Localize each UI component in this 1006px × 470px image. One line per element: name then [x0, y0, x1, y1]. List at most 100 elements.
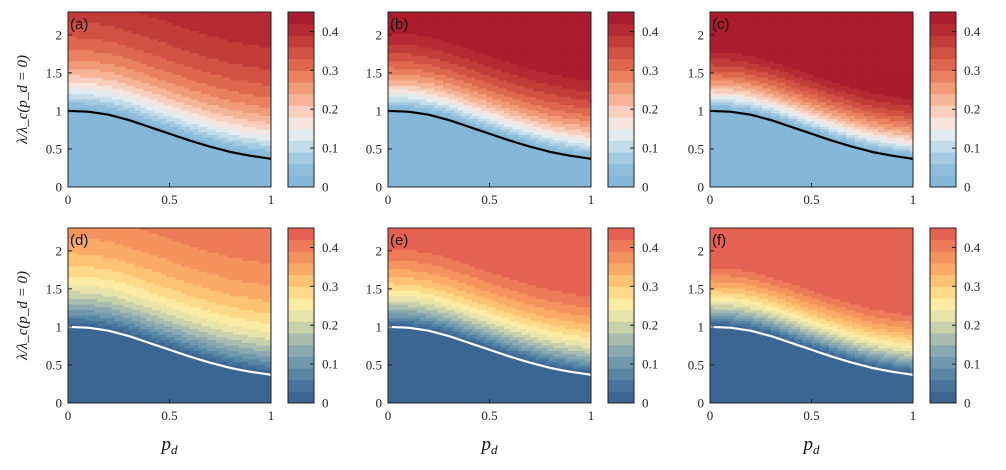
heatmap-cell	[218, 110, 223, 114]
heatmap-cell	[399, 176, 404, 180]
heatmap-cell	[140, 132, 144, 136]
heatmap-cell	[181, 25, 185, 29]
heatmap-cell	[128, 140, 133, 144]
heatmap-cell	[227, 22, 231, 27]
heatmap-cell	[88, 91, 92, 95]
heatmap-cell	[250, 140, 255, 144]
heatmap-cell	[230, 39, 234, 43]
heatmap-cell	[79, 53, 84, 57]
heatmap-cell	[388, 91, 392, 95]
heatmap-cell	[224, 178, 229, 183]
heatmap-cell	[73, 156, 78, 161]
heatmap-cell	[126, 181, 130, 185]
heatmap-cell	[131, 102, 136, 106]
heatmap-cell	[405, 176, 409, 180]
heatmap-cell	[85, 39, 89, 43]
heatmap-cell	[396, 66, 401, 71]
heatmap-cell	[259, 165, 263, 169]
heatmap-cell	[102, 104, 107, 109]
heatmap-cell	[242, 66, 246, 71]
heatmap-cell	[396, 145, 401, 150]
heatmap-cell	[390, 17, 395, 21]
heatmap-cell	[169, 83, 173, 87]
heatmap-cell	[79, 22, 84, 27]
heatmap-cell	[134, 115, 139, 120]
heatmap-cell	[126, 36, 130, 40]
heatmap-cell	[242, 104, 246, 109]
heatmap-cell	[73, 80, 78, 84]
heatmap-cell	[405, 74, 409, 79]
heatmap-cell	[224, 184, 229, 187]
heatmap-cell	[256, 91, 260, 95]
heatmap-cell	[76, 140, 81, 144]
heatmap-cell	[242, 181, 246, 185]
heatmap-cell	[224, 83, 229, 87]
heatmap-cell	[166, 42, 171, 46]
heatmap-cell	[256, 159, 260, 163]
heatmap-cell	[390, 159, 395, 163]
heatmap-cell	[201, 121, 205, 125]
heatmap-cell	[99, 58, 104, 62]
heatmap-cell	[405, 181, 409, 185]
heatmap-cell	[399, 42, 404, 46]
heatmap-cell	[82, 178, 86, 183]
heatmap-cell	[189, 102, 194, 106]
heatmap-cell	[186, 178, 191, 183]
heatmap-cell	[131, 170, 136, 174]
heatmap-cell	[128, 80, 133, 84]
heatmap-cell	[94, 20, 98, 24]
heatmap-cell	[155, 137, 159, 142]
heatmap-cell	[218, 91, 223, 95]
heatmap-cell	[230, 181, 234, 185]
heatmap-cell	[184, 88, 188, 92]
heatmap-cell	[178, 39, 182, 43]
heatmap-cell	[111, 178, 115, 183]
heatmap-cell	[114, 178, 118, 183]
heatmap-cell	[123, 85, 127, 90]
heatmap-cell	[85, 20, 89, 24]
heatmap-cell	[233, 42, 237, 46]
heatmap-cell	[120, 159, 124, 163]
heatmap-cell	[224, 88, 229, 92]
heatmap-cell	[143, 85, 147, 90]
heatmap-cell	[221, 91, 226, 95]
heatmap-cell	[204, 22, 208, 27]
heatmap-cell	[73, 118, 78, 122]
heatmap-cell	[85, 99, 89, 103]
heatmap-cell	[184, 66, 188, 71]
heatmap-cell	[97, 31, 101, 35]
heatmap-cell	[253, 162, 258, 166]
heatmap-cell	[91, 66, 95, 71]
y-tick-label: 1.5	[46, 65, 62, 80]
heatmap-cell	[169, 31, 173, 35]
heatmap-cell	[247, 184, 252, 187]
heatmap-cell	[85, 85, 89, 90]
heatmap-cell	[152, 107, 156, 112]
heatmap-cell	[233, 148, 237, 153]
heatmap-cell	[169, 14, 173, 19]
heatmap-cell	[128, 63, 133, 68]
heatmap-cell	[102, 162, 107, 166]
heatmap-cell	[94, 80, 98, 84]
heatmap-cell	[157, 121, 162, 125]
heatmap-cell	[253, 63, 258, 68]
heatmap-cell	[120, 12, 124, 16]
heatmap-cell	[169, 165, 173, 169]
heatmap-cell	[390, 176, 395, 180]
heatmap-cell	[137, 39, 142, 43]
heatmap-cell	[126, 145, 130, 150]
heatmap-cell	[68, 69, 72, 73]
heatmap-cell	[88, 176, 92, 180]
heatmap-cell	[265, 53, 269, 57]
heatmap-cell	[157, 36, 162, 40]
heatmap-cell	[134, 31, 139, 35]
heatmap-cell	[160, 94, 165, 98]
heatmap-cell	[88, 58, 92, 62]
heatmap-cell	[253, 33, 258, 38]
heatmap-cell	[393, 107, 398, 112]
heatmap-cell	[99, 170, 104, 174]
heatmap-cell	[131, 140, 136, 144]
heatmap-cell	[186, 53, 191, 57]
heatmap-cell	[114, 28, 118, 32]
heatmap-cell	[137, 20, 142, 24]
